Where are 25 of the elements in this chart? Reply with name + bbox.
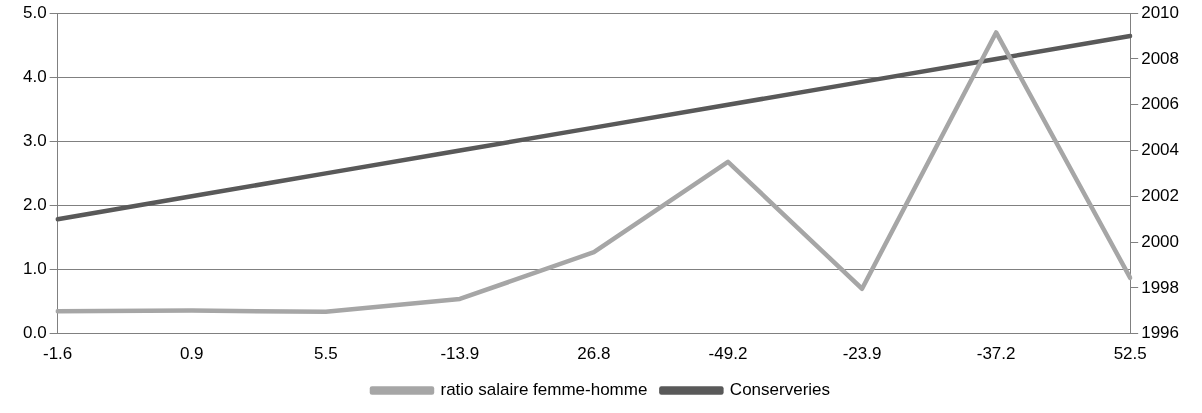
x-tick-label: 26.8 bbox=[577, 344, 611, 364]
y2-tick-label: 2000 bbox=[1141, 231, 1180, 251]
x-tick-label: -49.2 bbox=[708, 344, 748, 364]
x-tick-label: -1.6 bbox=[42, 344, 73, 364]
y2-tick-label: 2006 bbox=[1141, 94, 1180, 114]
y-tick-label: 0.0 bbox=[22, 323, 47, 343]
legend-label: ratio salaire femme-homme bbox=[440, 380, 648, 400]
y-tick-label: 5.0 bbox=[22, 2, 47, 22]
x-tick-label: 52.5 bbox=[1113, 344, 1147, 364]
y2-tick-label: 2004 bbox=[1141, 140, 1180, 160]
x-tick-label: -13.9 bbox=[440, 344, 480, 364]
y-tick-label: 2.0 bbox=[22, 195, 47, 215]
x-tick-label: 5.5 bbox=[313, 344, 338, 364]
y2-tick-label: 2010 bbox=[1141, 2, 1180, 22]
y2-tick-label: 2002 bbox=[1141, 185, 1180, 205]
x-tick-label: 0.9 bbox=[179, 344, 204, 364]
y-tick-label: 1.0 bbox=[22, 259, 47, 279]
y2-tick-label: 1996 bbox=[1141, 323, 1180, 343]
x-tick-label: -37.2 bbox=[976, 344, 1016, 364]
y2-tick-label: 2008 bbox=[1141, 48, 1180, 68]
x-tick-label: -23.9 bbox=[842, 344, 882, 364]
y-tick-label: 3.0 bbox=[22, 131, 47, 151]
y2-tick-label: 1998 bbox=[1141, 277, 1180, 297]
legend-label: Conserveries bbox=[729, 380, 831, 400]
y-tick-label: 4.0 bbox=[22, 66, 47, 86]
